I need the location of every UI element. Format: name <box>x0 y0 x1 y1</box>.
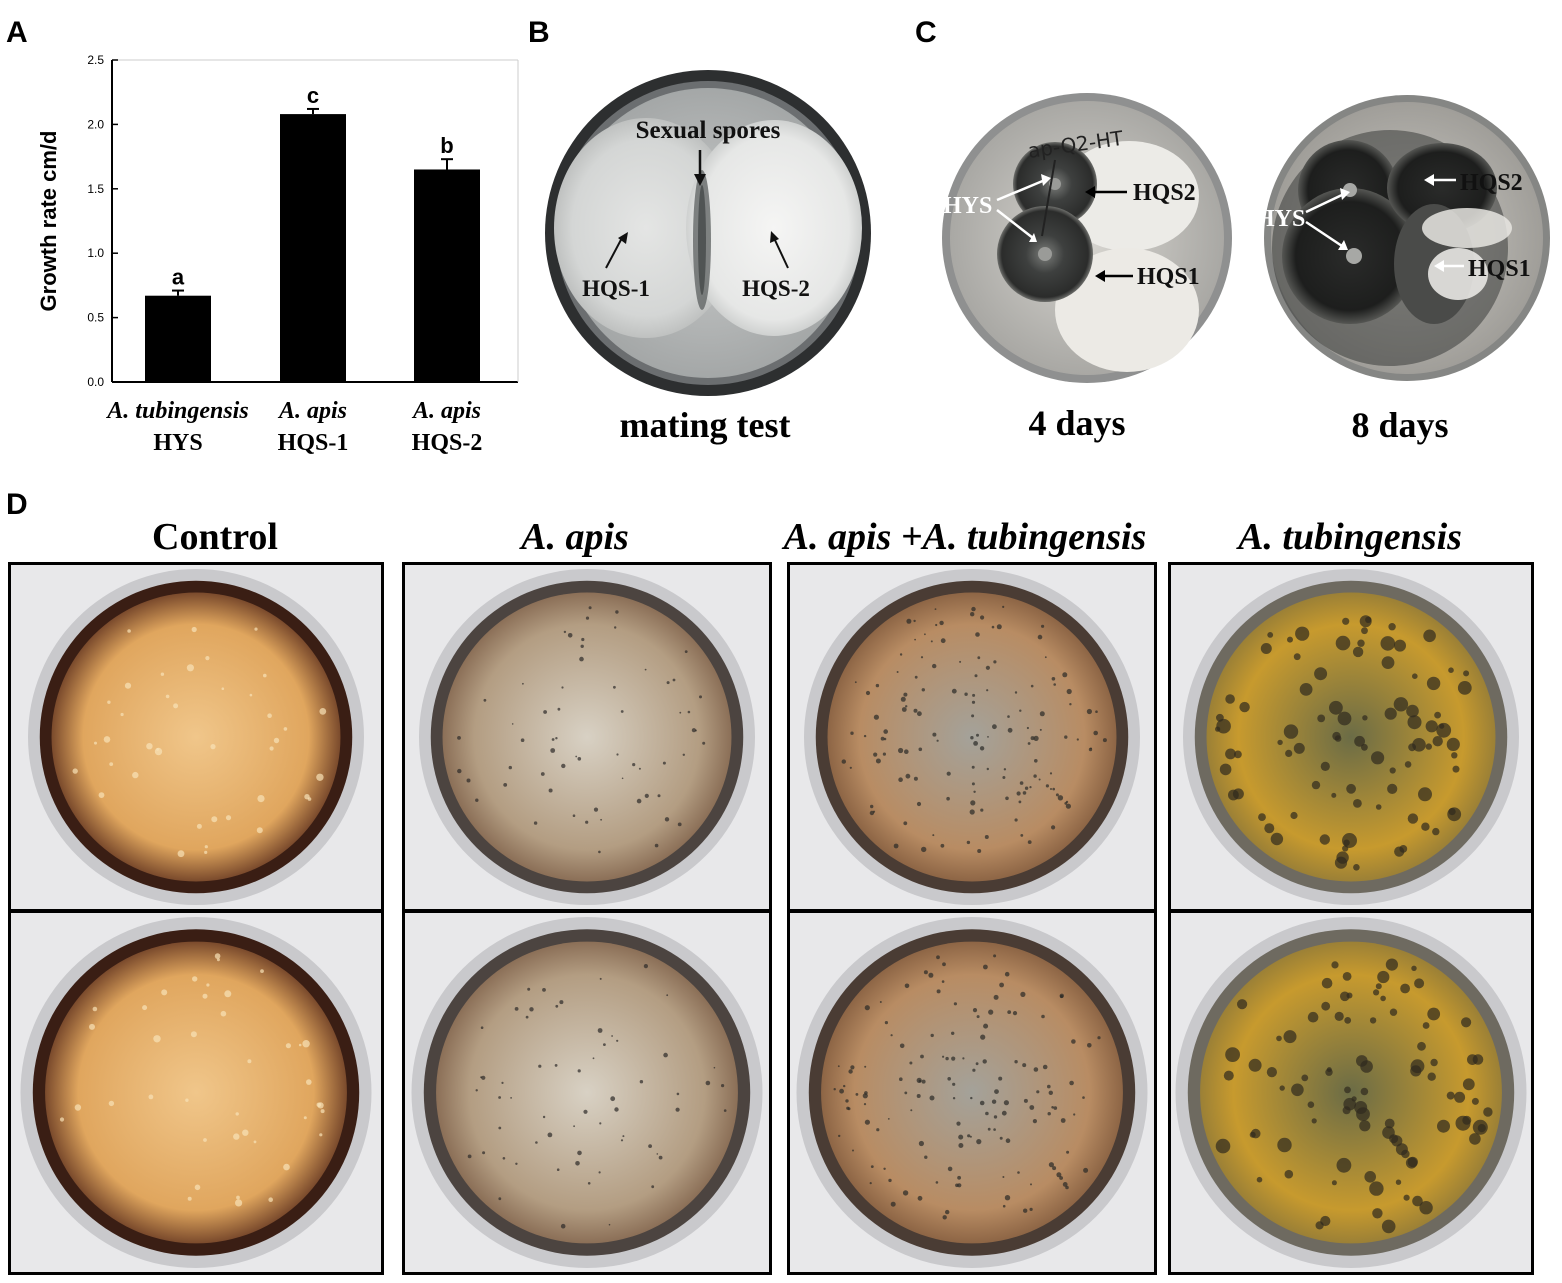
y-tick-label: 1.0 <box>87 246 104 260</box>
mating-test-plate: Sexual spores HQS-1 HQS-2 <box>545 70 871 396</box>
panel-label-b: B <box>528 16 550 49</box>
mating-test-caption: mating test <box>619 405 791 445</box>
well-image-control-2 <box>8 910 384 1275</box>
well-image-a-apis-2 <box>402 910 772 1275</box>
well-image-a-tubingensis-2 <box>1168 910 1534 1275</box>
x-tick-label-strain: HYS <box>153 430 202 456</box>
x-tick-label-species: A. apis <box>277 398 347 424</box>
well-image-a-tubingensis-1 <box>1168 562 1534 912</box>
y-tick-label: 1.5 <box>87 182 104 196</box>
column-title-mixed: A. apis +A. tubingensis <box>783 516 1147 558</box>
significance-letter: b <box>440 133 453 158</box>
bar <box>414 169 480 382</box>
significance-letter: c <box>307 83 319 108</box>
column-title-a-apis: A. apis <box>521 516 629 558</box>
x-tick-label-species: A. tubingensis <box>105 398 248 424</box>
x-tick-label-strain: HQS-1 <box>278 430 349 456</box>
hys-label-8d: HYS <box>1262 206 1305 232</box>
y-tick-label: 2.0 <box>87 117 104 131</box>
column-title-control: Control <box>152 516 278 558</box>
well-image-mixed-1 <box>787 562 1157 912</box>
hqs1-label-4d: HQS1 <box>1137 264 1200 290</box>
panel-label-c: C <box>915 16 937 49</box>
bar <box>280 114 346 382</box>
four-days-caption: 4 days <box>1028 403 1126 443</box>
y-tick-label: 0.5 <box>87 311 104 325</box>
eight-days-caption: 8 days <box>1351 405 1449 445</box>
plate-8-days: HYS HQS2 HQS1 <box>1262 95 1550 381</box>
hqs2-label-4d: HQS2 <box>1133 180 1196 206</box>
panel-label-d: D <box>6 488 28 521</box>
plate-4-days: ap-Q2-HT HYS HQS2 HQS1 <box>942 93 1232 383</box>
hqs2-label-8d: HQS2 <box>1460 170 1523 196</box>
x-tick-label-species: A. apis <box>411 398 481 424</box>
sexual-spores-label: Sexual spores <box>636 117 781 144</box>
well-image-control-1 <box>8 562 384 912</box>
bar <box>145 295 211 382</box>
y-tick-label: 2.5 <box>87 53 104 67</box>
y-axis-title: Growth rate cm/d <box>36 131 61 312</box>
hys-label-4d: HYS <box>943 193 992 219</box>
well-image-a-apis-1 <box>402 562 772 912</box>
y-tick-label: 0.0 <box>87 375 104 389</box>
hqs2-label: HQS-2 <box>742 276 810 301</box>
well-image-mixed-2 <box>787 910 1157 1275</box>
growth-rate-bar-chart: 0.0 0.5 1.0 1.5 2.0 2.5 Growth rate cm/d a A. tu… <box>36 53 519 456</box>
x-tick-label-strain: HQS-2 <box>412 430 483 456</box>
column-title-a-tubingensis: A. tubingensis <box>1238 516 1462 558</box>
hqs1-label-8d: HQS1 <box>1468 256 1531 282</box>
panel-label-a: A <box>6 16 28 49</box>
hqs1-label: HQS-1 <box>582 276 650 301</box>
significance-letter: a <box>172 265 185 290</box>
